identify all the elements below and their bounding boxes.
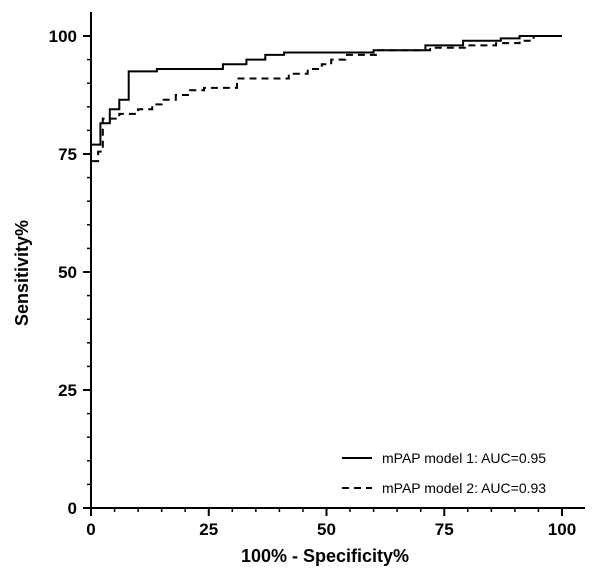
y-tick-label: 50: [58, 263, 77, 282]
x-tick-label: 50: [317, 520, 336, 539]
x-tick-label: 0: [86, 520, 95, 539]
roc-curve-model2: [90, 35, 562, 508]
x-tick-label: 75: [435, 520, 454, 539]
y-tick-label: 25: [58, 381, 77, 400]
legend: mPAP model 1: AUC=0.95 mPAP model 2: AUC…: [342, 450, 546, 496]
legend-label-model2: mPAP model 2: AUC=0.93: [382, 480, 546, 496]
x-tick-label: 100: [548, 520, 576, 539]
legend-label-model1: mPAP model 1: AUC=0.95: [382, 450, 546, 466]
roc-curve-model1: [90, 35, 562, 508]
axes: [83, 12, 585, 516]
x-tick-label: 25: [199, 520, 218, 539]
y-tick-label: 0: [68, 499, 77, 518]
y-axis-title: Sensitivity%: [12, 220, 32, 326]
y-tick-label: 75: [58, 145, 77, 164]
tick-labels: 0 25 50 75 100 0 25 50 75 100: [49, 27, 577, 539]
series-layer: [90, 35, 562, 508]
y-tick-label: 100: [49, 27, 77, 46]
x-axis-title: 100% - Specificity%: [241, 546, 409, 566]
